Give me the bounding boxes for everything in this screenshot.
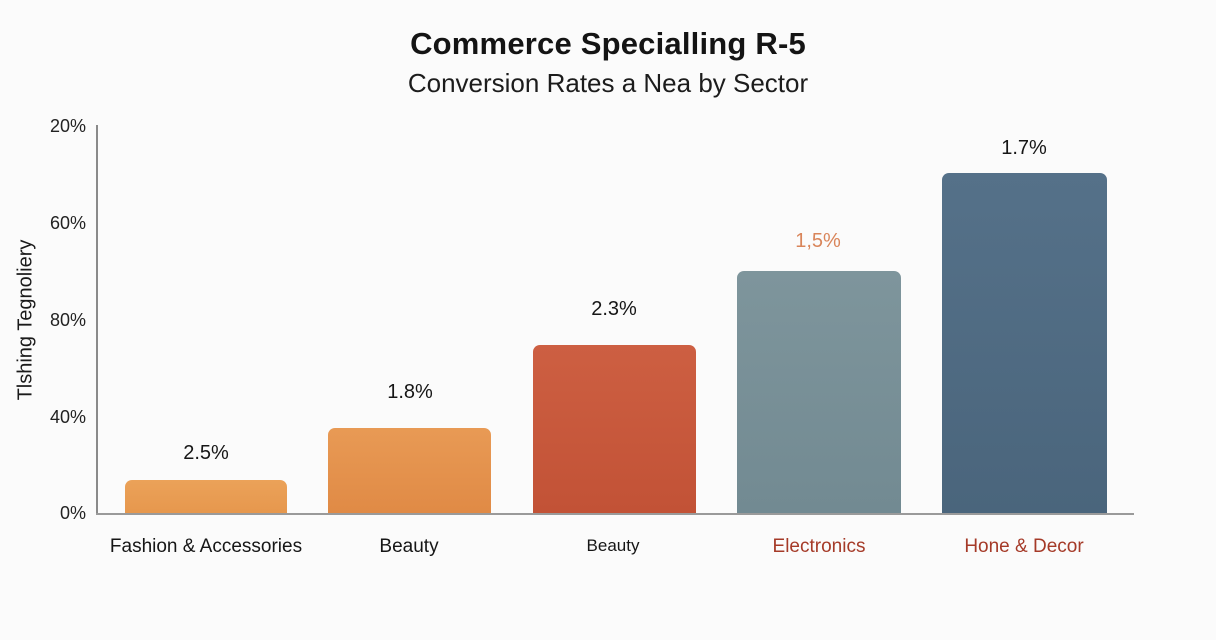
x-category-label: Beauty	[586, 536, 640, 555]
bar-home-decor	[942, 173, 1107, 514]
y-axis-line	[96, 125, 98, 515]
bar-beauty-2	[533, 345, 696, 514]
y-tick: 40%	[49, 407, 86, 427]
x-category-label: Beauty	[379, 536, 439, 557]
x-category-label: Fashion & Accessories	[109, 536, 303, 557]
bar-value-label: 1.7%	[1001, 137, 1047, 159]
y-tick: 20%	[49, 116, 86, 136]
y-tick: 60%	[49, 213, 86, 233]
bar-beauty	[328, 428, 491, 514]
bar-value-label: 2.3%	[591, 298, 637, 320]
y-tick: 0%	[59, 503, 86, 523]
bar-value-label: 2.5%	[183, 442, 229, 464]
bar-value-label: 1,5%	[795, 230, 841, 252]
x-category-label: Hone & Decor	[964, 536, 1084, 557]
bar-electronics	[737, 271, 901, 514]
chart-title: Commerce Specialling R-5	[410, 26, 806, 61]
x-axis-line	[96, 513, 1134, 515]
bar-fashion-accessories	[125, 480, 287, 514]
y-tick: 80%	[49, 310, 86, 330]
chart-subtitle: Conversion Rates a Nea by Sector	[407, 68, 809, 98]
x-category-label: Electronics	[772, 536, 866, 557]
bar-value-label: 1.8%	[387, 381, 433, 403]
